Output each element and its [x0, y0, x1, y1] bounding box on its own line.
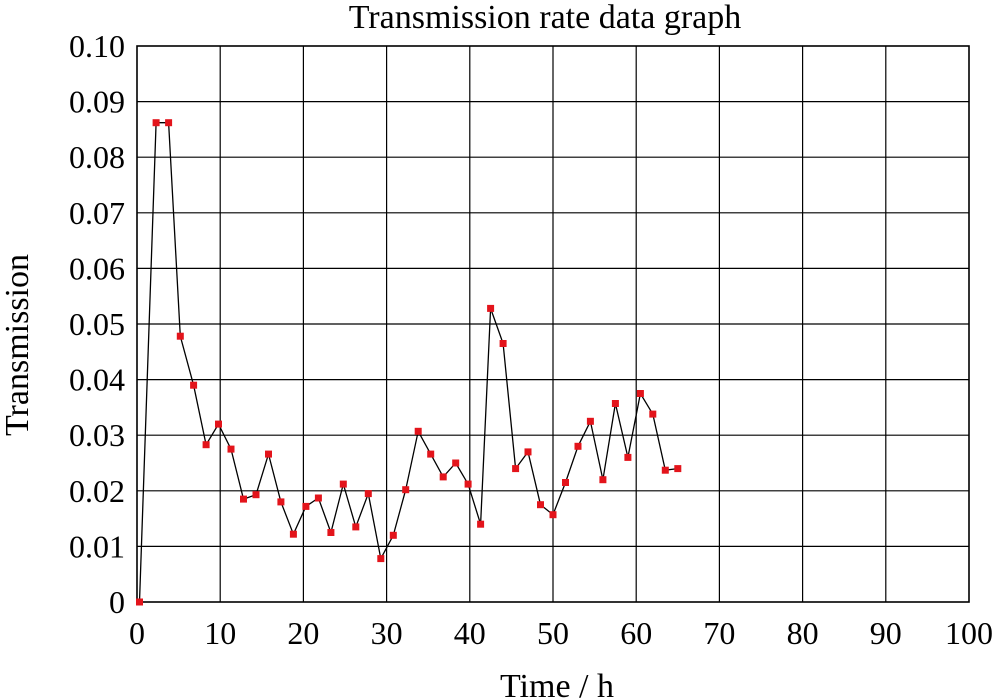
data-point-marker — [136, 598, 143, 606]
y-tick-label: 0.04 — [69, 362, 125, 398]
data-point-marker — [202, 441, 210, 449]
data-point-marker — [352, 523, 360, 531]
x-tick-label: 50 — [537, 615, 569, 651]
data-point-marker — [439, 473, 447, 481]
data-point-marker — [265, 450, 272, 458]
x-tick-label: 0 — [129, 615, 145, 651]
data-point-marker — [537, 501, 544, 509]
data-point-marker — [487, 304, 495, 312]
x-tick-label: 70 — [703, 615, 735, 651]
data-point-marker — [227, 445, 235, 453]
data-point-marker — [302, 502, 310, 510]
x-tick-label: 20 — [287, 615, 319, 651]
data-point-marker — [586, 417, 594, 425]
data-point-marker — [524, 448, 532, 456]
data-point-marker — [452, 459, 460, 467]
data-point-marker — [215, 420, 222, 428]
data-point-marker — [464, 480, 472, 488]
data-point-marker — [574, 442, 582, 450]
data-point-marker — [674, 465, 682, 473]
data-point-marker — [549, 511, 557, 519]
y-tick-label: 0.07 — [69, 195, 125, 231]
data-point-marker — [499, 340, 507, 347]
y-tick-label: 0.05 — [69, 306, 125, 342]
data-point-marker — [339, 480, 347, 488]
grid-lines — [137, 46, 969, 602]
y-tick-label: 0.08 — [69, 139, 125, 175]
x-tick-label: 100 — [945, 615, 993, 651]
data-point-marker — [252, 491, 260, 499]
data-point-marker — [477, 520, 485, 528]
data-point-marker — [364, 490, 372, 498]
data-point-marker — [190, 381, 198, 389]
x-tick-label: 60 — [620, 615, 652, 651]
data-point-marker — [327, 529, 335, 536]
data-point-marker — [599, 476, 607, 484]
y-tick-label: 0 — [109, 584, 125, 620]
data-point-marker — [636, 390, 644, 397]
data-point-marker — [314, 494, 322, 502]
y-tick-label: 0.01 — [69, 528, 125, 564]
data-point-marker — [277, 498, 285, 506]
x-tick-label: 80 — [787, 615, 819, 651]
plot-frame — [136, 45, 970, 603]
data-points — [136, 119, 682, 606]
data-point-marker — [414, 427, 422, 435]
data-point-marker — [427, 450, 435, 458]
data-point-marker — [402, 486, 410, 494]
data-point-marker — [240, 495, 247, 503]
data-point-marker — [624, 453, 632, 461]
y-axis-ticks: 0 0.01 0.02 0.03 0.04 0.05 0.06 0.07 0.08 0.09 0.1… — [69, 28, 125, 620]
data-point-marker — [649, 410, 657, 418]
data-point-marker — [165, 119, 173, 127]
data-point-marker — [562, 479, 569, 486]
data-point-marker — [152, 119, 160, 127]
data-point-marker — [611, 400, 619, 407]
y-axis-label: Transmission — [0, 254, 36, 436]
data-point-marker — [377, 555, 385, 563]
y-tick-label: 0.10 — [69, 28, 125, 64]
series-line — [138, 122, 678, 603]
y-tick-label: 0.09 — [69, 84, 125, 120]
x-axis-ticks: 0 10 20 30 40 50 60 70 80 90 100 — [129, 615, 993, 651]
data-point-marker — [512, 465, 520, 473]
data-point-marker — [389, 531, 397, 539]
data-point-marker — [289, 530, 297, 538]
x-tick-label: 30 — [371, 615, 403, 651]
data-point-marker — [176, 332, 184, 340]
x-axis-label: Time / h — [500, 668, 614, 699]
x-tick-label: 10 — [204, 615, 236, 651]
data-point-marker — [661, 466, 669, 474]
y-tick-label: 0.02 — [69, 473, 125, 509]
chart-title: Transmission rate data graph — [349, 0, 742, 36]
x-tick-label: 40 — [454, 615, 486, 651]
y-tick-label: 0.06 — [69, 250, 125, 286]
y-tick-label: 0.03 — [69, 417, 125, 453]
x-tick-label: 90 — [870, 615, 902, 651]
